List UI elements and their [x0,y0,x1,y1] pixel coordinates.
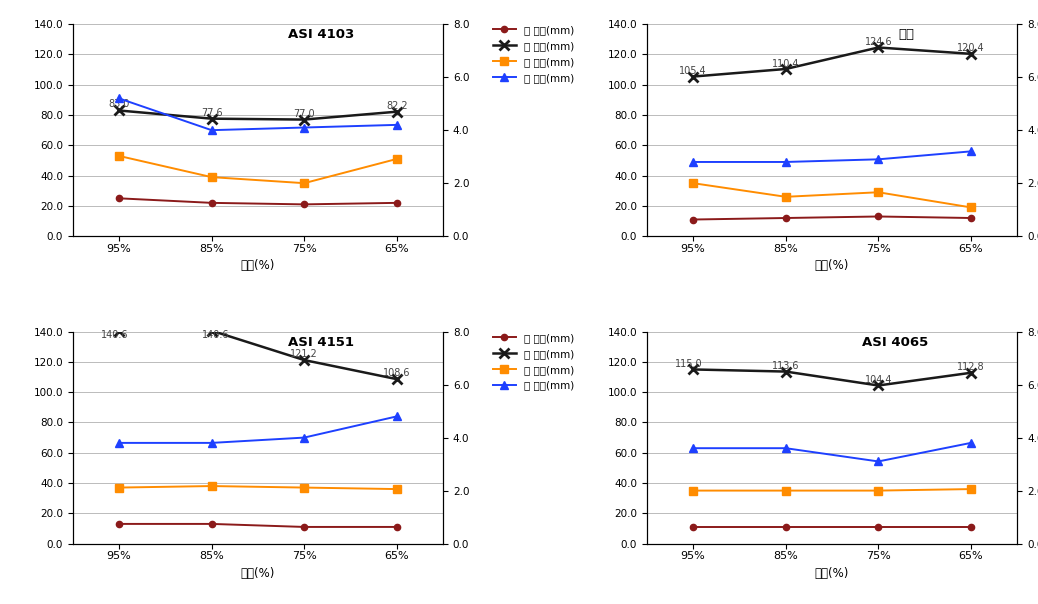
Text: 140.6: 140.6 [202,330,230,339]
Text: 140.6: 140.6 [101,330,128,339]
X-axis label: 습도(%): 습도(%) [815,259,849,272]
Text: 108.6: 108.6 [383,368,411,378]
Text: ASI 4151: ASI 4151 [288,336,354,349]
Text: 77.0: 77.0 [294,109,315,118]
Text: 113.6: 113.6 [772,361,799,371]
Text: 115.0: 115.0 [675,359,703,369]
Text: ASI 4103: ASI 4103 [288,28,354,42]
Text: 121.2: 121.2 [291,349,318,359]
Text: 110.4: 110.4 [772,59,799,69]
Text: 82.2: 82.2 [386,101,408,111]
Legend: 갓 직경(mm), 대 길이(mm), 갓 두께(mm), 대 굵기(mm): 갓 직경(mm), 대 길이(mm), 갓 두께(mm), 대 굵기(mm) [493,25,574,83]
Legend: 갓 직경(mm), 대 길이(mm), 갓 두께(mm), 대 굵기(mm): 갓 직경(mm), 대 길이(mm), 갓 두께(mm), 대 굵기(mm) [493,333,574,391]
Text: 105.4: 105.4 [679,66,707,76]
Text: ASI 4065: ASI 4065 [862,336,928,349]
Text: 104.4: 104.4 [865,375,892,385]
X-axis label: 습도(%): 습도(%) [241,259,275,272]
Text: 갈뉀: 갈뉀 [899,28,914,42]
X-axis label: 습도(%): 습도(%) [241,567,275,580]
X-axis label: 습도(%): 습도(%) [815,567,849,580]
Text: 83.0: 83.0 [108,100,130,109]
Text: 124.6: 124.6 [865,37,892,47]
Text: 120.4: 120.4 [957,43,985,53]
Text: 112.8: 112.8 [957,362,985,372]
Text: 77.6: 77.6 [200,108,222,118]
